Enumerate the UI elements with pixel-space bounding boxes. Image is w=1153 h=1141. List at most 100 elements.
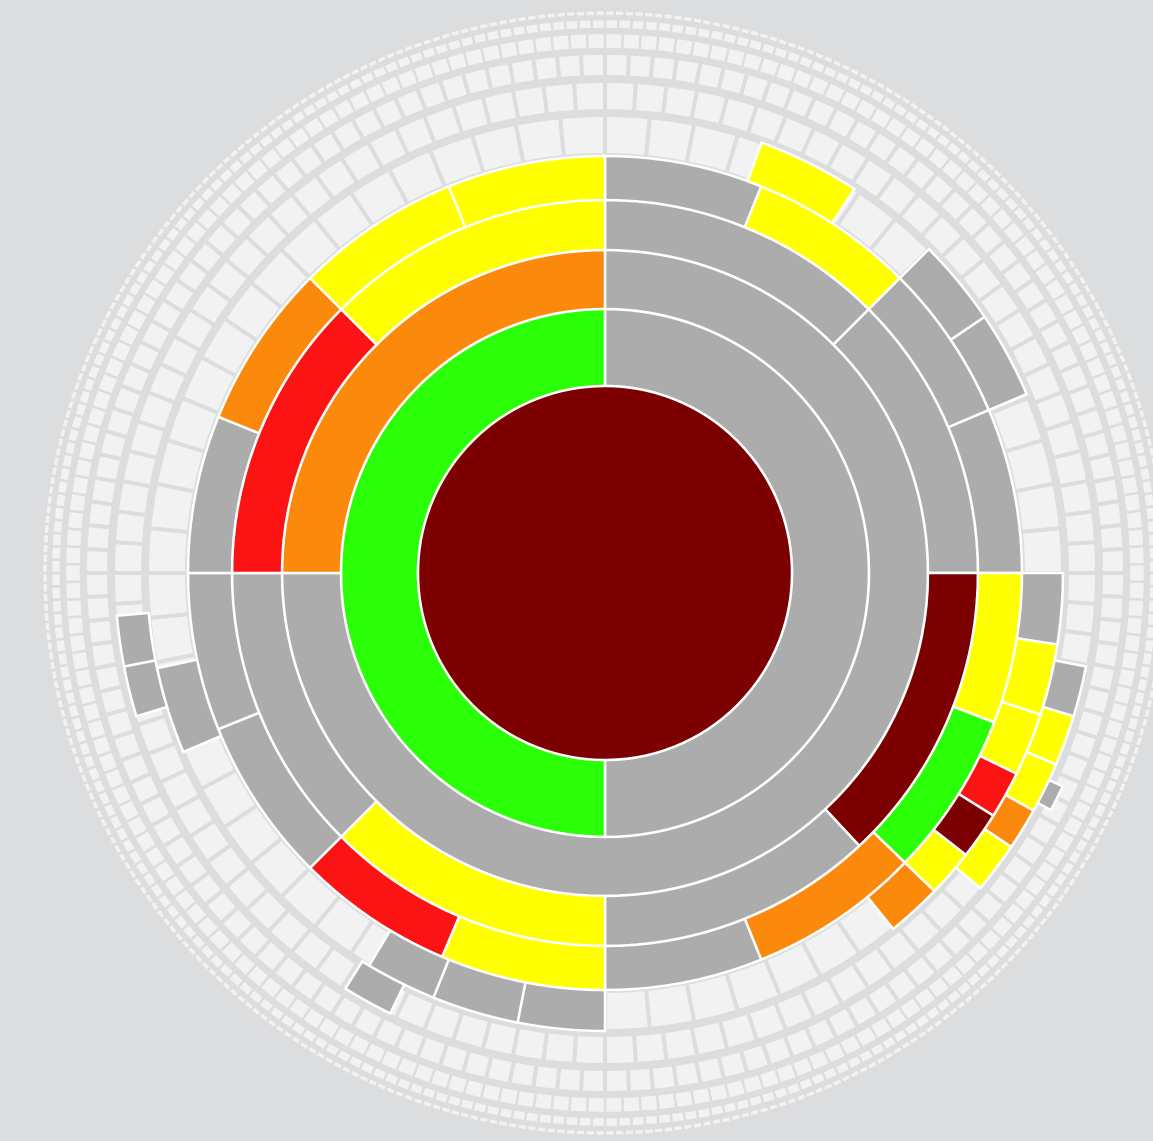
tile [660,1024,700,1064]
tile [63,580,83,602]
tile [603,1128,617,1138]
segments [115,141,1088,1033]
tile [1061,509,1099,547]
tile [625,1064,656,1095]
tile [110,539,147,575]
tile [584,8,597,18]
tile [50,531,64,549]
tile [1124,509,1145,532]
segment [516,980,607,1033]
tile [603,112,653,160]
tile [1063,539,1100,575]
segment [1015,571,1065,647]
tile [631,1029,669,1067]
tile [65,614,86,637]
tile [571,1031,607,1068]
tile [585,31,607,51]
tile [550,1093,572,1114]
tile [638,32,660,53]
tile [52,624,67,642]
tile [603,31,625,51]
tile [603,8,617,18]
tile [41,591,51,604]
tile [643,980,697,1031]
tile [576,1115,594,1129]
tile [1146,531,1153,549]
segment [367,928,451,1000]
tile [554,51,585,82]
tile [643,19,660,33]
tile [585,1095,607,1115]
tile [85,616,117,648]
tile [603,1115,620,1129]
tile [1127,580,1147,602]
tile [648,1061,680,1093]
segment [447,154,607,229]
tile [40,552,50,565]
tile [40,561,50,575]
tile [593,8,607,18]
tile [51,518,65,535]
tile [1098,546,1128,575]
tile [550,32,572,53]
tile [1124,614,1145,637]
tile [49,558,63,575]
tile [1121,491,1143,514]
tile [541,79,579,117]
tile [147,611,198,665]
tile [623,1127,636,1137]
tile [593,1128,607,1138]
tile [550,19,567,33]
tile [1145,518,1153,535]
tile [1012,481,1063,535]
segment [1035,778,1065,812]
tile [629,18,647,32]
tile [603,1031,639,1068]
tile [83,593,114,624]
tile [532,34,555,55]
tile [564,9,578,19]
tile [1125,527,1146,549]
tile [613,8,626,18]
tile [82,546,112,575]
tile [603,17,620,31]
tile [563,18,581,32]
segment [115,611,157,668]
tile [603,78,639,115]
tile [571,78,607,115]
tile [621,32,643,52]
tile [1096,522,1127,553]
tile [110,571,147,607]
tile [144,571,192,621]
tile [621,1094,643,1114]
tile [578,1066,607,1096]
tile [82,571,112,600]
tile [1147,584,1153,601]
segment [155,658,223,754]
tile [1056,478,1096,518]
tile [656,1111,674,1126]
tile [49,584,63,602]
tile [1093,498,1125,530]
tile [64,597,85,619]
tile [1146,597,1153,615]
tile [576,17,594,31]
tile [41,600,51,614]
tile [603,50,632,80]
tile [574,9,587,19]
tile [1063,571,1100,607]
tile [632,1127,646,1137]
tile [655,1091,678,1112]
tile [50,597,64,615]
tile [629,1114,647,1128]
tile [567,32,589,52]
tile [1143,505,1153,522]
tile [64,527,85,549]
tile [557,112,607,160]
segment [865,860,937,931]
tile [578,50,607,80]
segment [948,315,1029,412]
